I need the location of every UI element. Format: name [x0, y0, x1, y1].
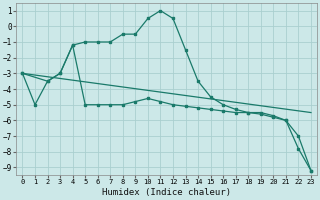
X-axis label: Humidex (Indice chaleur): Humidex (Indice chaleur) [102, 188, 231, 197]
